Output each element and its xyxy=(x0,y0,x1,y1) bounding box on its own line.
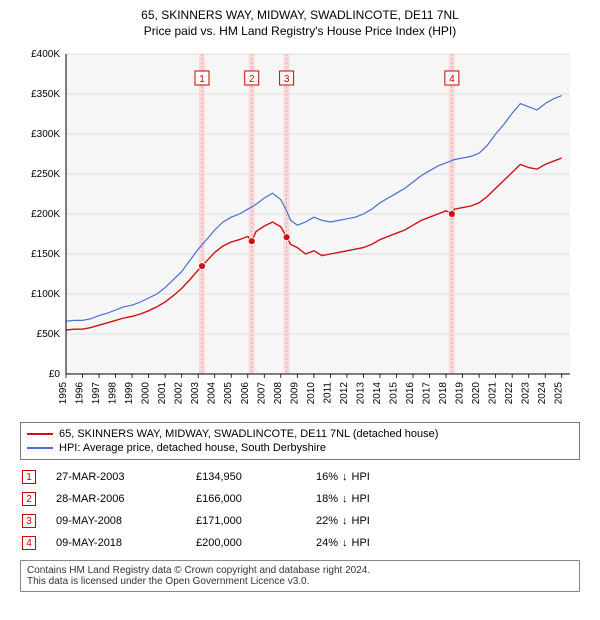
svg-text:2010: 2010 xyxy=(306,382,317,405)
sale-diff: 16%↓HPI xyxy=(316,471,436,483)
svg-text:2007: 2007 xyxy=(256,382,267,405)
svg-text:2001: 2001 xyxy=(157,382,168,405)
svg-text:2020: 2020 xyxy=(471,382,482,405)
svg-text:2016: 2016 xyxy=(405,382,416,405)
svg-text:2014: 2014 xyxy=(372,382,383,405)
sale-date: 27-MAR-2003 xyxy=(56,471,196,483)
legend-label: HPI: Average price, detached house, Sout… xyxy=(59,442,326,454)
footer-line-2: This data is licensed under the Open Gov… xyxy=(27,576,573,587)
sale-date: 09-MAY-2008 xyxy=(56,515,196,527)
sale-marker-box: 4 xyxy=(22,536,36,550)
svg-text:2006: 2006 xyxy=(240,382,251,405)
down-arrow-icon: ↓ xyxy=(342,537,348,549)
legend-box: 65, SKINNERS WAY, MIDWAY, SWADLINCOTE, D… xyxy=(20,422,580,460)
sales-row: 2 28-MAR-2006£166,00018%↓HPI xyxy=(20,488,580,510)
down-arrow-icon: ↓ xyxy=(342,471,348,483)
sale-date: 28-MAR-2006 xyxy=(56,493,196,505)
title-block: 65, SKINNERS WAY, MIDWAY, SWADLINCOTE, D… xyxy=(10,8,590,38)
svg-text:2004: 2004 xyxy=(207,382,218,405)
sale-price: £134,950 xyxy=(196,471,316,483)
svg-text:£150K: £150K xyxy=(31,249,60,260)
svg-text:£400K: £400K xyxy=(31,49,60,60)
svg-text:2000: 2000 xyxy=(141,382,152,405)
svg-text:1: 1 xyxy=(199,74,205,85)
sales-row: 3 09-MAY-2008£171,00022%↓HPI xyxy=(20,510,580,532)
svg-text:1995: 1995 xyxy=(58,382,69,405)
sales-row: 4 09-MAY-2018£200,00024%↓HPI xyxy=(20,532,580,554)
sale-marker-box: 2 xyxy=(22,492,36,506)
sale-date: 09-MAY-2018 xyxy=(56,537,196,549)
svg-text:2018: 2018 xyxy=(438,382,449,405)
svg-text:2024: 2024 xyxy=(537,382,548,405)
title-address: 65, SKINNERS WAY, MIDWAY, SWADLINCOTE, D… xyxy=(10,8,590,22)
legend-row: HPI: Average price, detached house, Sout… xyxy=(27,441,573,455)
svg-text:3: 3 xyxy=(284,74,290,85)
svg-text:2002: 2002 xyxy=(174,382,185,405)
svg-text:£50K: £50K xyxy=(37,329,61,340)
sale-diff: 24%↓HPI xyxy=(316,537,436,549)
down-arrow-icon: ↓ xyxy=(342,515,348,527)
svg-text:2021: 2021 xyxy=(488,382,499,405)
chart: £0 £50K £100K £150K £200K £250K £300K £350K £400… xyxy=(20,44,580,414)
root: 65, SKINNERS WAY, MIDWAY, SWADLINCOTE, D… xyxy=(0,0,600,602)
footer-line-1: Contains HM Land Registry data © Crown c… xyxy=(27,565,573,576)
legend-label: 65, SKINNERS WAY, MIDWAY, SWADLINCOTE, D… xyxy=(59,428,438,440)
sales-table: 127-MAR-2003£134,95016%↓HPI228-MAR-2006£… xyxy=(20,466,580,554)
sale-diff: 18%↓HPI xyxy=(316,493,436,505)
title-subtitle: Price paid vs. HM Land Registry's House … xyxy=(10,24,590,38)
svg-text:2013: 2013 xyxy=(355,382,366,405)
svg-text:£200K: £200K xyxy=(31,209,60,220)
svg-text:1996: 1996 xyxy=(75,382,86,405)
sale-diff: 22%↓HPI xyxy=(316,515,436,527)
svg-text:4: 4 xyxy=(449,74,455,85)
svg-text:2005: 2005 xyxy=(223,382,234,405)
svg-text:2: 2 xyxy=(249,74,255,85)
sale-price: £200,000 xyxy=(196,537,316,549)
svg-text:2023: 2023 xyxy=(521,382,532,405)
svg-text:1998: 1998 xyxy=(108,382,119,405)
svg-text:£0: £0 xyxy=(49,369,61,380)
sale-marker-box: 1 xyxy=(22,470,36,484)
svg-text:£350K: £350K xyxy=(31,89,60,100)
svg-text:2008: 2008 xyxy=(273,382,284,405)
svg-text:£100K: £100K xyxy=(31,289,60,300)
legend-swatch xyxy=(27,447,53,449)
svg-text:2019: 2019 xyxy=(455,382,466,405)
legend-swatch xyxy=(27,433,53,435)
svg-text:2015: 2015 xyxy=(388,382,399,405)
footer-box: Contains HM Land Registry data © Crown c… xyxy=(20,560,580,592)
svg-text:£300K: £300K xyxy=(31,129,60,140)
svg-text:2011: 2011 xyxy=(322,382,333,404)
sale-price: £171,000 xyxy=(196,515,316,527)
svg-text:2017: 2017 xyxy=(422,382,433,405)
svg-text:2009: 2009 xyxy=(289,382,300,405)
sale-marker-box: 3 xyxy=(22,514,36,528)
down-arrow-icon: ↓ xyxy=(342,493,348,505)
svg-text:1997: 1997 xyxy=(91,382,102,405)
chart-svg: £0 £50K £100K £150K £200K £250K £300K £350K £400… xyxy=(20,44,580,414)
sale-price: £166,000 xyxy=(196,493,316,505)
svg-text:2022: 2022 xyxy=(504,382,515,405)
svg-text:£250K: £250K xyxy=(31,169,60,180)
sales-row: 1 27-MAR-2003£134,95016%↓HPI xyxy=(20,466,580,488)
svg-text:1999: 1999 xyxy=(124,382,135,405)
svg-text:2003: 2003 xyxy=(190,382,201,405)
svg-text:2025: 2025 xyxy=(554,382,565,405)
svg-text:2012: 2012 xyxy=(339,382,350,405)
legend-row: 65, SKINNERS WAY, MIDWAY, SWADLINCOTE, D… xyxy=(27,427,573,441)
